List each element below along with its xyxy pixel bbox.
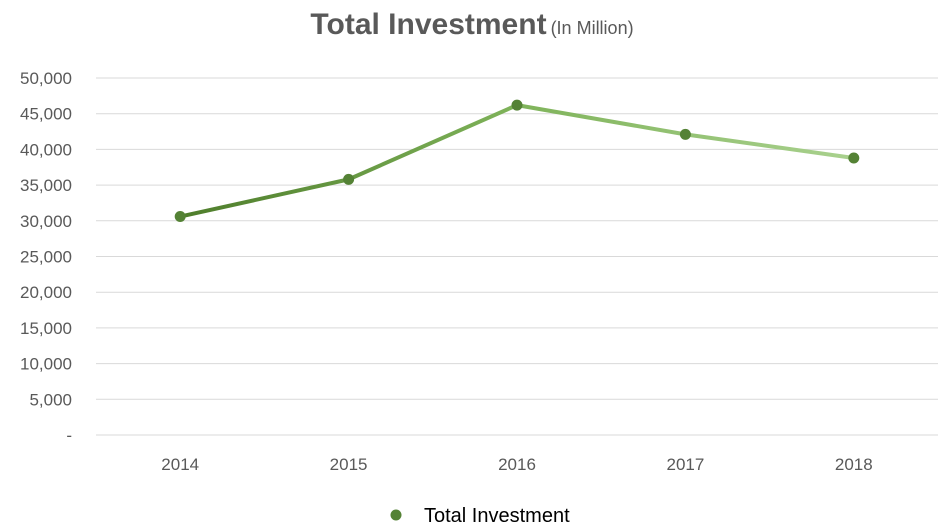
y-tick-label: - [66, 426, 72, 445]
x-tick-label: 2017 [666, 455, 704, 474]
legend-marker [390, 509, 402, 521]
y-axis: - 5,000 10,000 15,000 20,000 25,000 30,000 35,0… [20, 69, 72, 445]
gridlines [96, 77, 938, 436]
y-tick-label: 5,000 [29, 390, 72, 409]
data-point [848, 152, 860, 164]
y-tick-label: 35,000 [20, 176, 72, 195]
x-tick-label: 2016 [498, 455, 536, 474]
data-point [679, 128, 691, 140]
series-line [178, 103, 856, 219]
y-tick-label: 45,000 [20, 105, 72, 124]
y-tick-label: 25,000 [20, 248, 72, 267]
legend: Total Investment [372, 505, 570, 527]
x-tick-label: 2018 [835, 455, 873, 474]
y-tick-label: 10,000 [20, 355, 72, 374]
data-point [343, 173, 355, 185]
x-tick-label: 2014 [161, 455, 199, 474]
x-axis: 2014 2015 2016 2017 2018 [161, 455, 872, 474]
y-tick-label: 20,000 [20, 283, 72, 302]
y-tick-label: 40,000 [20, 140, 72, 159]
chart-subtitle: (In Million) [550, 18, 634, 38]
data-point [511, 99, 523, 111]
y-tick-label: 15,000 [20, 319, 72, 338]
x-tick-label: 2015 [330, 455, 368, 474]
y-tick-label: 30,000 [20, 212, 72, 231]
data-point [174, 211, 186, 223]
series-group [174, 99, 860, 223]
chart-title-block: Total Investment (In Million) [0, 8, 944, 42]
legend-label: Total Investment [424, 505, 570, 527]
chart-title: Total Investment [310, 8, 547, 41]
y-tick-label: 50,000 [20, 69, 72, 88]
